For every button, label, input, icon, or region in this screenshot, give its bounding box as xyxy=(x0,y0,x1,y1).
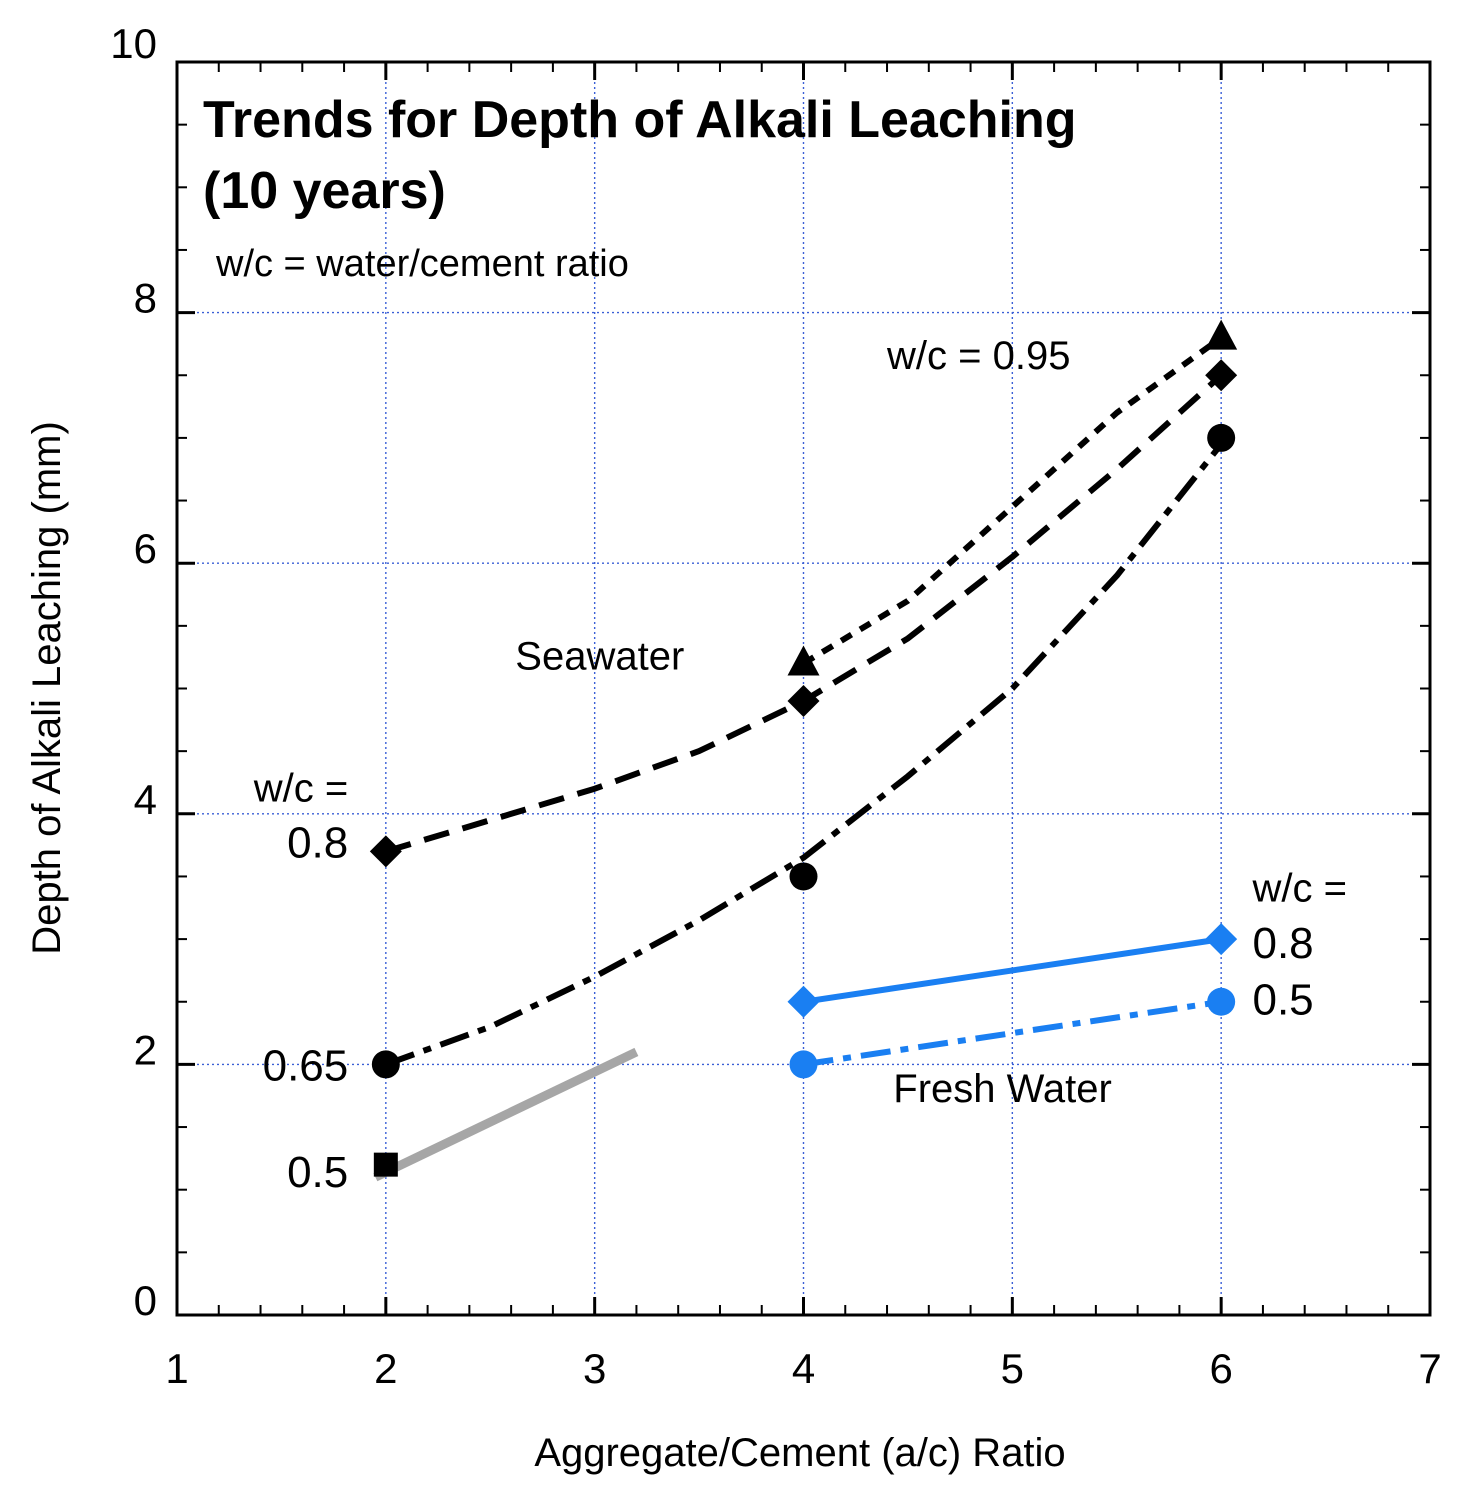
circle-marker xyxy=(371,1050,400,1079)
y-tick-label: 4 xyxy=(134,776,157,823)
chart-title: Trends for Depth of Alkali Leaching xyxy=(203,91,1077,149)
x-tick-label: 2 xyxy=(374,1345,397,1392)
series-line xyxy=(803,998,1222,1068)
circle-marker xyxy=(789,1050,818,1079)
y-tick-label: 0 xyxy=(134,1277,157,1324)
annotation-wc-095: w/c = 0.95 xyxy=(886,334,1070,378)
series-line xyxy=(801,335,1223,666)
data-markers xyxy=(369,319,1238,1177)
x-tick-label: 5 xyxy=(1001,1345,1024,1392)
y-axis-title: Depth of Alkali Leaching (mm) xyxy=(25,421,69,955)
x-tick-label: 3 xyxy=(583,1345,606,1392)
square-marker xyxy=(373,1152,398,1177)
diamond-marker xyxy=(369,835,402,868)
chart-subtitle: (10 years) xyxy=(203,162,446,220)
y-tick-label: 10 xyxy=(110,20,157,67)
triangle-marker xyxy=(787,645,820,676)
diamond-marker xyxy=(1205,359,1238,392)
diamond-marker xyxy=(1205,923,1238,956)
series-line xyxy=(384,442,1224,1068)
annotation-wc-08-right: 0.8 xyxy=(1252,919,1313,968)
series-line xyxy=(373,1047,639,1182)
annotation-wc-08-left: 0.8 xyxy=(287,819,348,868)
circle-marker xyxy=(1207,987,1236,1016)
y-tick-label: 6 xyxy=(134,525,157,572)
series-line xyxy=(803,936,1222,1005)
annotation-fresh-water: Fresh Water xyxy=(893,1067,1112,1111)
x-tick-label: 7 xyxy=(1418,1345,1441,1392)
y-tick-label: 8 xyxy=(134,275,157,322)
annotation-wc-05-left: 0.5 xyxy=(287,1148,348,1197)
annotation-seawater: Seawater xyxy=(515,635,684,679)
diamond-marker xyxy=(787,685,820,718)
annotation-wc-eq-right: w/c = xyxy=(1251,867,1346,911)
x-axis-title: Aggregate/Cement (a/c) Ratio xyxy=(534,1431,1065,1475)
x-tick-labels: 1 2 3 4 5 6 7 xyxy=(165,1345,1441,1392)
plot-frame xyxy=(175,60,1432,1317)
annotation-wc-eq-left: w/c = xyxy=(253,766,348,810)
circle-marker xyxy=(789,862,818,891)
y-tick-labels: 0 2 4 6 8 10 xyxy=(110,20,157,1324)
circle-marker xyxy=(1207,423,1236,452)
annotation-wc-065-left: 0.65 xyxy=(263,1042,349,1091)
ratio-note: w/c = water/cement ratio xyxy=(215,243,629,285)
annotations: w/c = 0.95 Seawater w/c = 0.8 0.65 0.5 w/c = 0.… xyxy=(253,334,1347,1197)
diamond-marker xyxy=(787,985,820,1018)
x-tick-label: 1 xyxy=(165,1345,188,1392)
x-tick-label: 4 xyxy=(792,1345,815,1392)
triangle-marker xyxy=(1205,319,1238,350)
y-tick-label: 2 xyxy=(134,1026,157,1073)
x-tick-label: 6 xyxy=(1209,1345,1232,1392)
annotation-wc-05-right: 0.5 xyxy=(1252,975,1313,1024)
